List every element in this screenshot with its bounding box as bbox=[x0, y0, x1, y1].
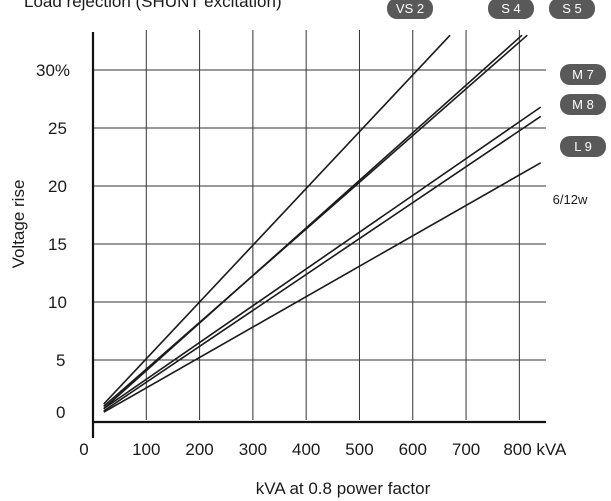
series-line-s-5 bbox=[104, 35, 522, 409]
x-tick-label: 500 bbox=[345, 440, 373, 459]
series-line-vs-2 bbox=[104, 35, 450, 404]
chart-title: Load rejection (SHUNT excitation) bbox=[24, 0, 282, 11]
series-legend-badges: VS 2 S 4 S 5 M 7 M 8 L 9 bbox=[387, 0, 606, 157]
svg-text:M 7: M 7 bbox=[572, 67, 594, 82]
badge-s-4: S 4 bbox=[488, 0, 534, 19]
x-tick-label: 800 kVA bbox=[503, 440, 567, 459]
svg-text:S 5: S 5 bbox=[562, 1, 582, 16]
badge-m-7: M 7 bbox=[560, 64, 606, 85]
badge-m-8: M 8 bbox=[560, 94, 606, 115]
x-tick-label: 300 bbox=[239, 440, 267, 459]
annotation-6-12w: 6/12w bbox=[553, 192, 588, 207]
badge-l-9: L 9 bbox=[560, 136, 606, 157]
svg-text:M 8: M 8 bbox=[572, 97, 594, 112]
x-tick-labels: 0 100 200 300 400 500 600 700 800 kVA bbox=[79, 440, 567, 459]
y-tick-label: 15 bbox=[48, 235, 67, 254]
y-tick-label: 20 bbox=[48, 177, 67, 196]
x-tick-label: 600 bbox=[399, 440, 427, 459]
y-tick-label: 0 bbox=[56, 403, 65, 422]
x-axis-label: kVA at 0.8 power factor bbox=[256, 479, 431, 498]
grid bbox=[93, 30, 546, 420]
series-lines bbox=[104, 35, 541, 412]
svg-text:VS 2: VS 2 bbox=[396, 1, 424, 16]
y-tick-label: 30% bbox=[36, 61, 70, 80]
y-tick-label: 5 bbox=[56, 351, 65, 370]
series-line-m-7 bbox=[104, 107, 541, 409]
series-line-l-9 bbox=[104, 163, 541, 412]
x-tick-label: 0 bbox=[79, 440, 88, 459]
badge-vs-2: VS 2 bbox=[387, 0, 433, 19]
series-line-s-4 bbox=[104, 35, 528, 406]
svg-text:L 9: L 9 bbox=[574, 139, 592, 154]
axes bbox=[93, 32, 546, 438]
badge-s-5: S 5 bbox=[549, 0, 595, 19]
x-tick-label: 100 bbox=[132, 440, 160, 459]
x-tick-label: 700 bbox=[452, 440, 480, 459]
x-tick-label: 200 bbox=[185, 440, 213, 459]
x-tick-label: 400 bbox=[292, 440, 320, 459]
svg-text:S 4: S 4 bbox=[501, 1, 521, 16]
y-tick-labels: 0 5 10 15 20 25 30% bbox=[36, 61, 70, 422]
y-tick-label: 10 bbox=[48, 293, 67, 312]
y-tick-label: 25 bbox=[48, 119, 67, 138]
y-axis-label: Voltage rise bbox=[9, 180, 28, 269]
series-line-m-8 bbox=[104, 116, 541, 411]
